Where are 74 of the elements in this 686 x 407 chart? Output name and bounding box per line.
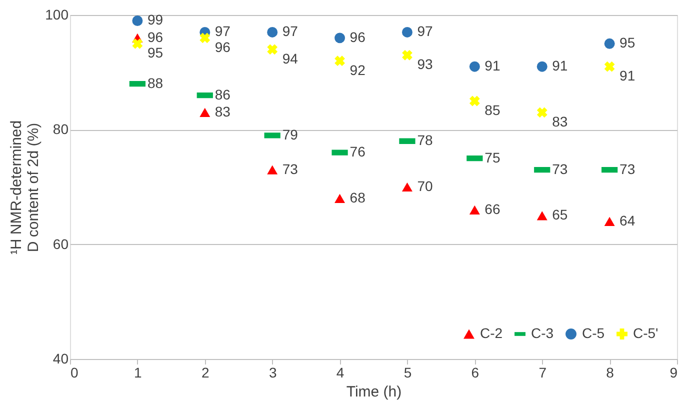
x-tick-label: 7 [538,364,547,380]
x-tick-label: 2 [201,364,210,380]
x-tick-label: 9 [670,364,678,380]
point [402,26,412,38]
data-label: 95 [620,34,636,51]
data-label: 75 [484,149,500,166]
data-label: 73 [620,160,636,177]
data-label: 83 [214,103,231,120]
point [200,32,210,44]
data-label: 97 [417,23,434,40]
legend-label: C-2 [480,325,503,341]
data-label: 99 [147,12,164,28]
data-label: 96 [350,28,366,45]
data-label: 97 [282,23,298,40]
point [267,26,278,38]
x-axis-title: Time (h) [346,384,402,400]
point [469,61,480,72]
point [469,205,480,214]
legend-label: C-3 [531,325,554,341]
point [334,56,345,66]
point [267,44,278,55]
legend-label: C-5 [582,325,605,341]
data-label: 96 [214,38,231,55]
y-axis-title: ¹H NMR-determined D content of 2d (%) [8,120,42,255]
data-label: 78 [417,132,434,148]
data-label: 88 [147,74,164,91]
point [604,216,615,226]
point [200,108,210,118]
point [132,16,143,26]
x-tick-label: 5 [404,364,412,380]
y-tick-label: 60 [52,236,69,252]
point [334,32,346,44]
point [132,38,143,49]
point [536,211,548,220]
data-label: 83 [552,113,568,130]
legend-label: C-5' [633,325,658,341]
point [402,182,412,192]
point [334,194,346,204]
data-label: 64 [620,212,636,228]
data-label: 96 [147,28,164,45]
data-label: 95 [147,44,164,61]
data-label: 94 [282,50,298,66]
data-label: 86 [214,86,231,102]
x-tick-label: 0 [70,364,78,380]
data-label: 92 [350,62,366,78]
y-tick-label: 100 [45,6,69,22]
data-label: 68 [350,189,366,206]
point [604,38,615,49]
data-label: 73 [552,160,568,177]
point [536,61,548,72]
x-tick-label: 4 [336,364,344,380]
data-label: 93 [417,56,434,72]
data-label: 85 [484,102,500,118]
y-tick-label: 80 [52,121,69,138]
data-label: 79 [282,126,298,142]
x-tick-label: 3 [268,364,277,380]
point [604,61,615,72]
data-label: 70 [417,178,434,194]
x-tick-label: 8 [606,364,614,380]
point [469,96,480,106]
point [267,165,278,174]
data-label: 91 [552,58,568,74]
data-label: 65 [552,206,568,223]
point [536,107,548,118]
y-tick-label: 40 [52,350,69,366]
x-tick-label: 1 [134,364,142,380]
data-label: 97 [214,23,231,40]
data-label: 73 [282,160,298,177]
x-tick-label: 6 [471,364,480,380]
data-label: 91 [484,58,500,74]
data-label: 76 [350,144,366,160]
point [402,50,412,60]
data-label: 66 [484,200,500,217]
data-label: 91 [620,68,636,84]
